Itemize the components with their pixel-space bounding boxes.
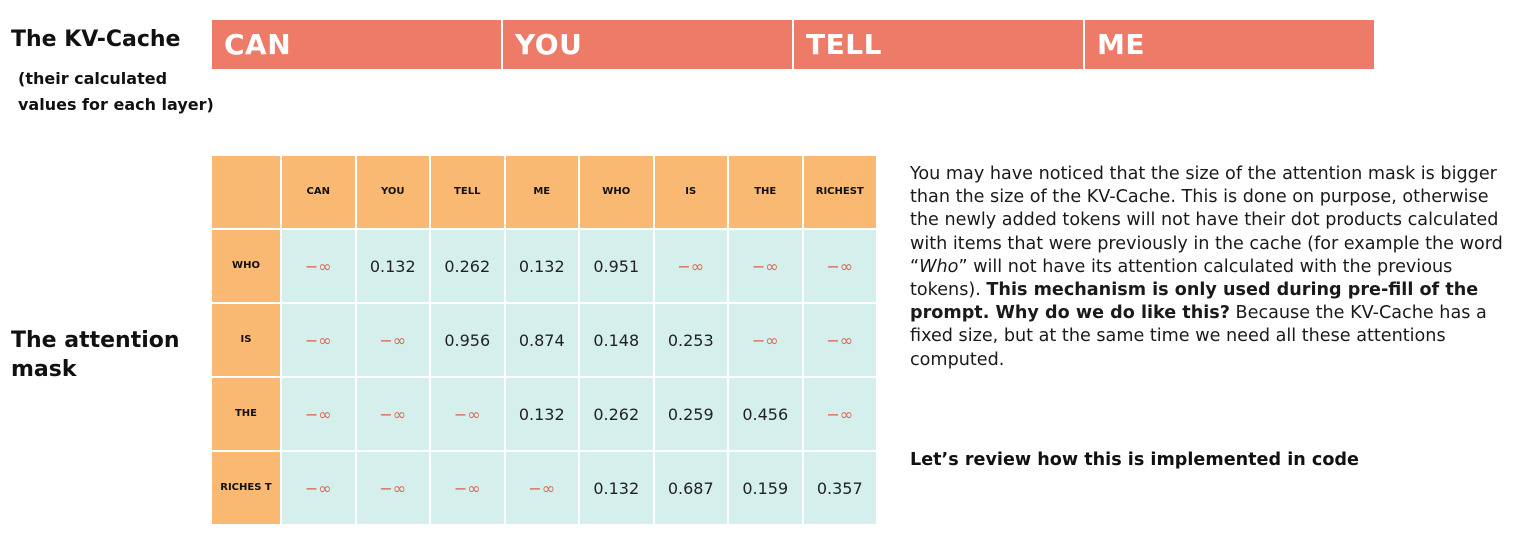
mask-cell: −∞ xyxy=(505,452,580,526)
mask-cell: 0.357 xyxy=(803,452,878,526)
column-header: WHO xyxy=(580,156,655,230)
table-corner xyxy=(212,156,282,230)
mask-cell: −∞ xyxy=(803,378,878,452)
column-header: TELL xyxy=(431,156,506,230)
mask-cell: 0.262 xyxy=(431,230,506,304)
column-header: ME xyxy=(505,156,580,230)
mask-cell: −∞ xyxy=(282,452,357,526)
mask-cell: −∞ xyxy=(282,230,357,304)
row-header: RICHES T xyxy=(212,452,282,526)
mask-cell: 0.148 xyxy=(580,304,655,378)
mask-cell: −∞ xyxy=(356,452,431,526)
mask-cell: 0.132 xyxy=(505,230,580,304)
mask-cell: 0.132 xyxy=(505,378,580,452)
row-header: IS xyxy=(212,304,282,378)
column-header: IS xyxy=(654,156,729,230)
column-header: YOU xyxy=(356,156,431,230)
kv-cache-token: CAN xyxy=(212,20,503,69)
mask-cell: −∞ xyxy=(431,452,506,526)
mask-cell: 0.687 xyxy=(654,452,729,526)
kv-cache-token: YOU xyxy=(503,20,794,69)
row-header: THE xyxy=(212,378,282,452)
explanation-text: You may have noticed that the size of th… xyxy=(910,163,1510,372)
mask-cell: −∞ xyxy=(803,230,878,304)
row-header: WHO xyxy=(212,230,282,304)
explanation-part: Because the KV-Cache has a fixed size, b… xyxy=(910,303,1487,370)
mask-cell: 0.951 xyxy=(580,230,655,304)
mask-cell: −∞ xyxy=(803,304,878,378)
mask-cell: 0.259 xyxy=(654,378,729,452)
mask-cell: −∞ xyxy=(431,378,506,452)
mask-cell: −∞ xyxy=(356,378,431,452)
kv-cache-token: ME xyxy=(1085,20,1374,69)
kv-cache-token: TELL xyxy=(794,20,1085,69)
kv-cache-bar: CAN YOU TELL ME xyxy=(212,20,1374,69)
mask-cell: 0.456 xyxy=(729,378,804,452)
attention-mask-table: CAN YOU TELL ME WHO IS THE RICHEST WHO −∞ 0.132 0.2… xyxy=(212,156,878,526)
explanation-part: You may have noticed that the size of th… xyxy=(910,164,1503,277)
mask-cell: 0.262 xyxy=(580,378,655,452)
mask-cell: −∞ xyxy=(282,378,357,452)
explanation-italic-word: Who xyxy=(919,256,959,277)
column-header: THE xyxy=(729,156,804,230)
mask-cell: −∞ xyxy=(729,230,804,304)
explanation-bold: This mechanism is only used during pre-f… xyxy=(910,280,1479,324)
mask-cell: 0.253 xyxy=(654,304,729,378)
attention-mask-title: The attention mask xyxy=(11,328,180,382)
mask-cell: 0.159 xyxy=(729,452,804,526)
mask-cell: 0.132 xyxy=(356,230,431,304)
kv-cache-title: The KV-Cache xyxy=(11,27,181,52)
kv-cache-subtitle: (their calculated values for each layer) xyxy=(18,69,214,114)
mask-cell: −∞ xyxy=(282,304,357,378)
column-header: RICHEST xyxy=(803,156,878,230)
code-review-callout: Let’s review how this is implemented in … xyxy=(910,450,1359,470)
column-header: CAN xyxy=(282,156,357,230)
explanation-part: ” will not have its attention calculated… xyxy=(910,256,1453,301)
mask-cell: −∞ xyxy=(729,304,804,378)
mask-cell: 0.874 xyxy=(505,304,580,378)
mask-cell: −∞ xyxy=(654,230,729,304)
mask-cell: 0.132 xyxy=(580,452,655,526)
mask-cell: −∞ xyxy=(356,304,431,378)
mask-cell: 0.956 xyxy=(431,304,506,378)
